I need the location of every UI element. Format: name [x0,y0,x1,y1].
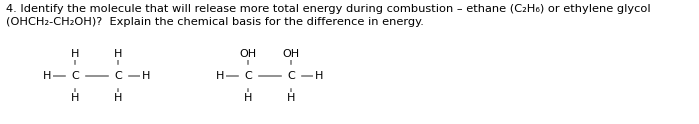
Text: H: H [244,93,252,103]
Text: H: H [71,93,79,103]
Text: H: H [215,71,224,81]
Text: H: H [315,71,324,81]
Text: C: C [287,71,295,81]
Text: C: C [244,71,252,81]
Text: (OHCH₂-CH₂OH)?  Explain the chemical basis for the difference in energy.: (OHCH₂-CH₂OH)? Explain the chemical basi… [6,17,424,27]
Text: H: H [114,49,122,59]
Text: C: C [71,71,79,81]
Text: H: H [142,71,150,81]
Text: H: H [287,93,295,103]
Text: 4. Identify the molecule that will release more total energy during combustion –: 4. Identify the molecule that will relea… [6,4,651,14]
Text: H: H [43,71,51,81]
Text: H: H [114,93,122,103]
Text: OH: OH [282,49,300,59]
Text: OH: OH [240,49,257,59]
Text: H: H [71,49,79,59]
Text: C: C [114,71,122,81]
